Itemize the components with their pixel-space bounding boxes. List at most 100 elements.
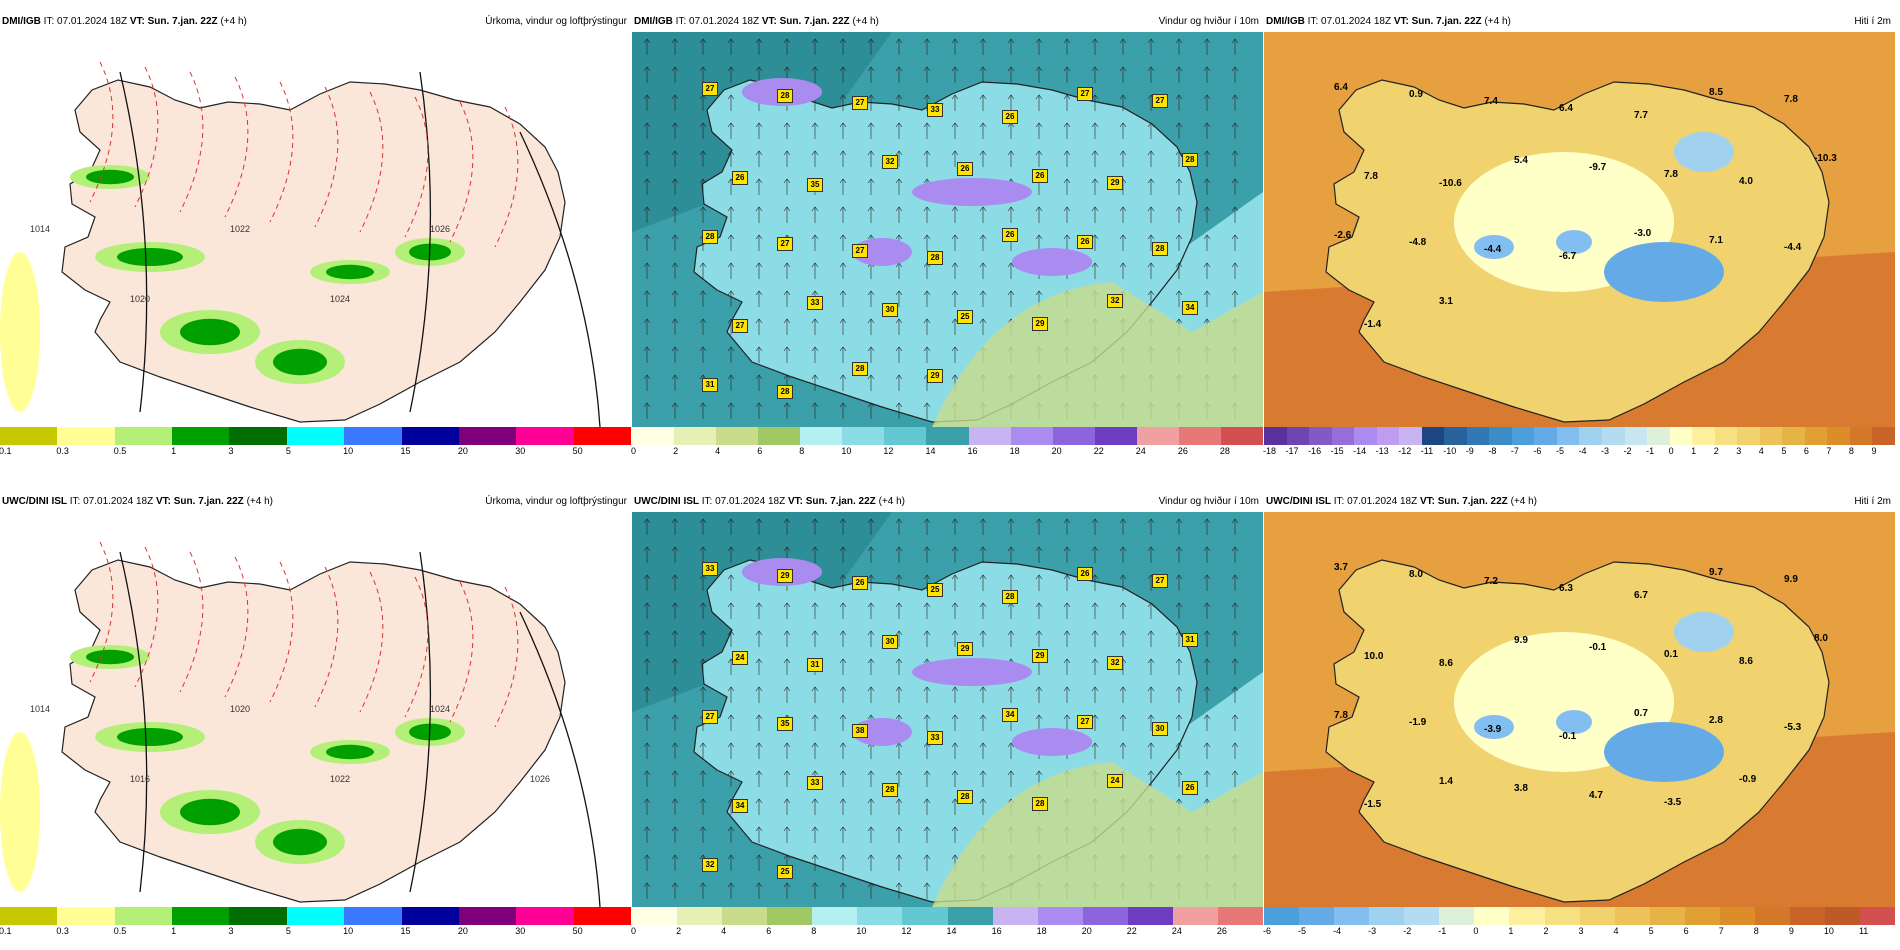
colorbar-tick-label: 0 [631,446,637,456]
gust-label: 31 [1182,633,1198,647]
colorbar-swatch [1754,907,1790,925]
map-wind [632,32,1263,427]
colorbar-tick-label: 5 [1781,446,1787,456]
model-name: UWC/DINI ISL [1266,496,1331,507]
panel-header: DMI/IGB IT: 07.01.2024 18Z VT: Sun. 7.ja… [0,12,631,32]
colorbar-tick-label: 4 [1758,446,1764,456]
colorbar-tick-label: 4 [721,926,727,936]
panel-title: Úrkoma, vindur og loftþrýstingur [485,496,627,507]
colorbar-tick-label: 2 [1713,446,1719,456]
temperature-label: 8.0 [1409,569,1423,580]
colorbar-swatch [1556,427,1580,445]
init-time: IT: 07.01.2024 18Z [1333,496,1418,507]
gust-label: 32 [1107,294,1123,308]
colorbar-tick-label: 0.5 [113,926,127,936]
gust-label: 31 [702,378,718,392]
temperature-label: 6.7 [1634,590,1648,601]
colorbar-tick-label: -2 [1623,446,1632,456]
gust-label: 25 [777,865,793,879]
colorbar-ticks: 0 2 4 6 8 10 12 14 16 18 20 22 24 26 [631,926,1263,938]
colorbar-tick-label: 0 [1668,446,1674,456]
gust-label: 30 [1152,722,1168,736]
temperature-label: -0.1 [1589,642,1607,653]
colorbar-swatch [1136,427,1179,445]
gust-label: 27 [1077,87,1093,101]
temperature-label: -0.9 [1739,774,1757,785]
temperature-label: -6.7 [1559,251,1577,262]
colorbar-tick-label: 0 [631,926,637,936]
gust-label: 33 [807,296,823,310]
temperature-label: -10.3 [1814,153,1837,164]
gust-label: 29 [957,642,973,656]
map-canvas [1264,512,1895,907]
valid-time: VT: Sun. 7.jan. 22Z [1419,496,1508,507]
colorbar-swatch [0,907,58,925]
colorbar-swatch [632,427,675,445]
colorbar-tick-label: -5 [1298,926,1307,936]
gust-label: 26 [1002,110,1018,124]
temperature-label: -1.4 [1364,319,1382,330]
colorbar-tick-label: 5 [285,446,291,456]
colorbar-tick-label: -12 [1398,446,1412,456]
colorbar-tick-label: 26 [1216,926,1227,936]
colorbar-tick-label: 30 [515,926,526,936]
map-temperature [1264,32,1895,427]
colorbar-swatch [947,907,993,925]
temperature-label: -4.8 [1409,237,1427,248]
gust-label: 27 [702,82,718,96]
temperature-label: 6.4 [1559,103,1573,114]
colorbar-tick-label: 16 [991,926,1002,936]
temperature-label: -3.5 [1664,797,1682,808]
colorbar-tick-label: 20 [1051,446,1062,456]
panel-header: UWC/DINI ISL IT: 07.01.2024 18Z VT: Sun.… [0,492,631,512]
colorbar-tick-label: 4 [715,446,721,456]
colorbar-swatch [286,427,345,445]
isobar-label: 1024 [430,704,450,714]
colorbar-swatch [172,427,230,445]
colorbar-swatch [114,907,173,925]
colorbar-swatch [884,427,927,445]
colorbar-swatch [1404,907,1440,925]
colorbar-swatch [1544,907,1580,925]
colorbar-swatch [1759,427,1783,445]
colorbar-tick-label: 5 [285,926,291,936]
temperature-label: 5.4 [1514,155,1528,166]
colorbar-swatch [1789,907,1825,925]
gust-label: 27 [1152,574,1168,588]
init-time: IT: 07.01.2024 18Z [43,16,128,27]
temperature-label: 0.7 [1634,708,1648,719]
colorbar-swatch [1511,427,1535,445]
colorbar-tick-label: 50 [572,446,583,456]
init-time: IT: 07.01.2024 18Z [69,496,154,507]
colorbar-swatch [1489,427,1512,445]
colorbar-tick-label: 20 [1081,926,1092,936]
colorbar-tick-label: 10 [856,926,867,936]
gust-label: 33 [702,562,718,576]
colorbar-swatch [1264,907,1300,925]
colorbar-tick-label: -1 [1438,926,1447,936]
colorbar-swatch [1579,427,1602,445]
temperature-label: 0.1 [1664,649,1678,660]
valid-time: VT: Sun. 7.jan. 22Z [761,16,850,27]
colorbar-tick-label: 50 [572,926,583,936]
colorbar-tick-label: 28 [1219,446,1230,456]
colorbar-tick-label: -8 [1488,446,1497,456]
colorbar-swatch [1082,907,1128,925]
gust-label: 27 [1077,715,1093,729]
colorbar-tick-label: -17 [1285,446,1299,456]
temperature-label: 7.2 [1484,576,1498,587]
valid-time: VT: Sun. 7.jan. 22Z [129,16,218,27]
panel-wind-uwc: UWC/DINI ISL IT: 07.01.2024 18Z VT: Sun.… [631,492,1264,947]
colorbar-swatch [1127,907,1173,925]
gust-label: 30 [882,635,898,649]
colorbar-tick-label: -13 [1375,446,1389,456]
colorbar-tick-label: 8 [1753,926,1759,936]
init-time: IT: 07.01.2024 18Z [701,496,786,507]
colorbar-swatch [1218,907,1264,925]
temperature-label: -5.3 [1784,722,1802,733]
temperature-label: 9.7 [1709,567,1723,578]
colorbar-ticks: 0 2 4 6 8 10 12 14 16 18 20 22 24 26 28 [631,446,1263,458]
colorbar-swatch [1286,427,1310,445]
gust-label: 24 [732,651,748,665]
isobar-label: 1020 [230,704,250,714]
